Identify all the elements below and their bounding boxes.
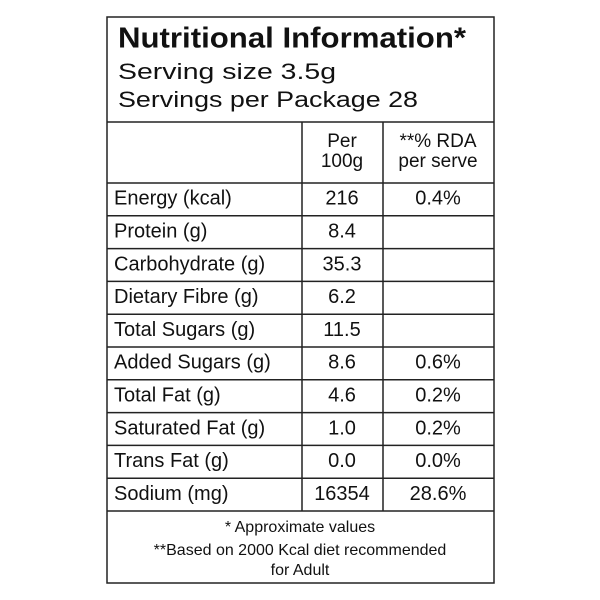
serving-size: Serving size 3.5g [118, 59, 336, 84]
nutrient-name: Energy (kcal) [114, 188, 232, 210]
per-100g-value: 4.6 [328, 384, 356, 406]
per-100g-value: 11.5 [323, 319, 360, 341]
per-100g-value: 1.0 [328, 417, 356, 439]
nutrient-name: Protein (g) [114, 220, 207, 242]
nutrient-name: Sodium (mg) [114, 483, 228, 505]
rda-value: 0.0% [415, 450, 461, 472]
footnote: for Adult [271, 562, 330, 579]
nutrient-name: Added Sugars (g) [114, 352, 271, 374]
servings-per-package: Servings per Package 28 [118, 87, 418, 112]
rda-value: 0.2% [415, 384, 461, 406]
per-100g-value: 6.2 [328, 286, 356, 308]
footnote: **Based on 2000 Kcal diet recommended [154, 542, 447, 559]
rda-value: 0.4% [415, 188, 461, 210]
nutrient-name: Total Sugars (g) [114, 319, 255, 341]
label-frame [106, 16, 495, 584]
nutrient-name: Saturated Fat (g) [114, 417, 265, 439]
per-100g-value: 16354 [314, 483, 370, 505]
title: Nutritional Information* [118, 23, 467, 55]
rda-value: 0.6% [415, 352, 461, 374]
per-100g-value: 8.6 [328, 352, 356, 374]
per-100g-value: 35.3 [323, 253, 362, 275]
rda-value: 28.6% [410, 483, 467, 505]
per-100g-value: 0.0 [328, 450, 356, 472]
column-header: **% RDA [399, 131, 476, 152]
per-100g-value: 8.4 [328, 220, 356, 242]
column-header: per serve [398, 151, 477, 172]
nutrient-name: Dietary Fibre (g) [114, 286, 258, 308]
rda-value: 0.2% [415, 417, 461, 439]
nutrient-name: Carbohydrate (g) [114, 253, 265, 275]
column-header: Per [327, 131, 357, 152]
nutrient-name: Total Fat (g) [114, 384, 221, 406]
per-100g-value: 216 [325, 188, 358, 210]
column-header: 100g [321, 151, 363, 172]
nutrient-name: Trans Fat (g) [114, 450, 229, 472]
footnote: * Approximate values [225, 519, 375, 536]
